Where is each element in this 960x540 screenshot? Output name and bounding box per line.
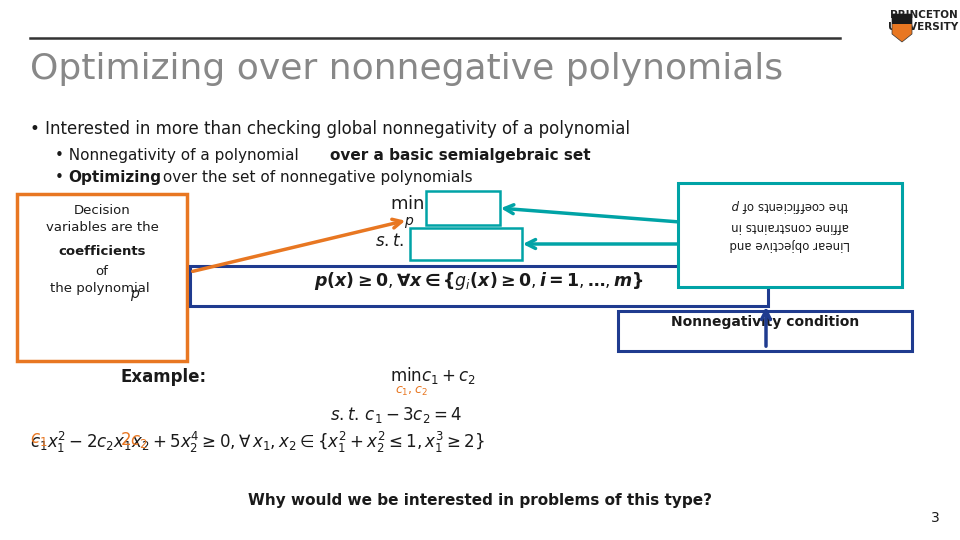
Text: $c_1$: $c_1$: [30, 430, 47, 448]
Text: $p$: $p$: [404, 215, 414, 230]
Text: Optimizing: Optimizing: [68, 170, 161, 185]
Text: $s.t. \, c_1 - 3c_2 = 4$: $s.t. \, c_1 - 3c_2 = 4$: [330, 405, 462, 425]
Text: $s.t.$: $s.t.$: [375, 232, 404, 250]
Text: •: •: [55, 170, 69, 185]
FancyBboxPatch shape: [678, 183, 902, 287]
Text: $c_1 x_1^2 - 2c_2 x_1 x_2 + 5x_2^4 \geq 0, \forall \, x_1, x_2 \in \{x_1^2 + x_2: $c_1 x_1^2 - 2c_2 x_1 x_2 + 5x_2^4 \geq …: [30, 430, 485, 455]
Text: Example:: Example:: [120, 368, 206, 386]
Text: $p$: $p$: [130, 288, 140, 303]
Text: $\boldsymbol{p(x) \geq 0, \forall x \in \{g_i(x) \geq 0, i = 1, \ldots, m\}}$: $\boldsymbol{p(x) \geq 0, \forall x \in …: [314, 270, 644, 292]
FancyBboxPatch shape: [426, 191, 500, 225]
Text: $c_1, c_2$: $c_1, c_2$: [395, 385, 428, 398]
Text: 3: 3: [931, 511, 940, 525]
Text: $C(p)$: $C(p)$: [444, 195, 482, 217]
Text: coefficients: coefficients: [59, 245, 146, 258]
Text: over a basic semialgebraic set: over a basic semialgebraic set: [330, 148, 590, 163]
Text: $\min c_1 + c_2$: $\min c_1 + c_2$: [390, 365, 476, 386]
Text: Why would we be interested in problems of this type?: Why would we be interested in problems o…: [248, 493, 712, 508]
Text: Nonnegativity condition: Nonnegativity condition: [671, 315, 859, 329]
Text: $\mathrm{min}$: $\mathrm{min}$: [390, 195, 424, 213]
Text: $A(p) = b$: $A(p) = b$: [432, 232, 500, 254]
FancyBboxPatch shape: [190, 266, 768, 306]
Polygon shape: [892, 14, 912, 42]
Text: Linear objective and
affine constraints in
the coefficients of $p$: Linear objective and affine constraints …: [730, 197, 851, 251]
Text: Decision
variables are the: Decision variables are the: [45, 204, 158, 234]
Text: PRINCETON
UNIVERSITY: PRINCETON UNIVERSITY: [888, 10, 958, 32]
FancyBboxPatch shape: [410, 228, 522, 260]
Text: • Nonnegativity of a polynomial: • Nonnegativity of a polynomial: [55, 148, 303, 163]
Text: over the set of nonnegative polynomials: over the set of nonnegative polynomials: [158, 170, 472, 185]
Text: Optimizing over nonnegative polynomials: Optimizing over nonnegative polynomials: [30, 52, 783, 86]
Text: $2c_2$: $2c_2$: [120, 430, 148, 450]
FancyBboxPatch shape: [618, 311, 912, 351]
Text: of
the polynomial: of the polynomial: [50, 265, 154, 295]
FancyBboxPatch shape: [17, 194, 187, 361]
Polygon shape: [892, 14, 912, 24]
Text: • Interested in more than checking global nonnegativity of a polynomial: • Interested in more than checking globa…: [30, 120, 630, 138]
